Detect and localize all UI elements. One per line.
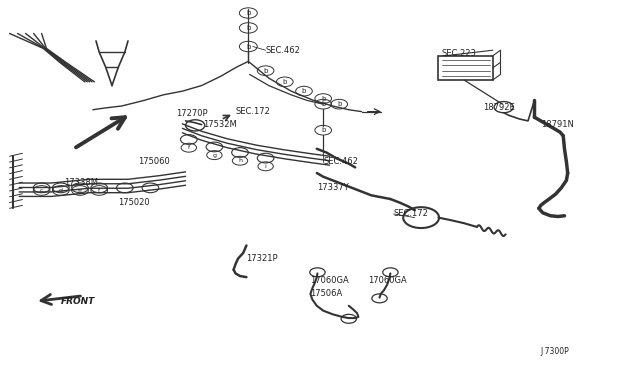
Text: SEC.462: SEC.462 [266, 46, 300, 55]
Text: 17338M: 17338M [64, 178, 98, 187]
Text: f: f [98, 188, 100, 193]
Text: 175020: 175020 [118, 198, 150, 207]
Text: e: e [78, 188, 82, 193]
Text: 17321P: 17321P [246, 254, 278, 263]
Text: 18791N: 18791N [541, 120, 573, 129]
Text: b: b [321, 101, 325, 107]
Text: 17506A: 17506A [310, 289, 342, 298]
Text: b: b [337, 101, 341, 107]
Text: SEC.172: SEC.172 [394, 209, 428, 218]
Text: b: b [321, 96, 325, 102]
Text: c: c [40, 188, 44, 193]
Text: 17337Y: 17337Y [317, 183, 349, 192]
Text: 17532M: 17532M [204, 120, 237, 129]
Text: SEC.223: SEC.223 [442, 49, 476, 58]
Text: b: b [246, 44, 250, 49]
Text: FRONT: FRONT [61, 297, 95, 306]
Text: SEC.462: SEC.462 [323, 157, 358, 166]
Text: g: g [212, 153, 216, 158]
Text: SEC.172: SEC.172 [236, 107, 270, 116]
Text: b: b [264, 68, 268, 74]
Text: 17060GA: 17060GA [368, 276, 407, 285]
Text: d: d [59, 188, 63, 193]
Text: 18792E: 18792E [483, 103, 515, 112]
Text: f: f [188, 145, 190, 150]
Text: b: b [321, 127, 325, 133]
Bar [438, 56, 493, 80]
Text: b: b [246, 10, 250, 16]
Text: h: h [238, 158, 242, 163]
Text: 175060: 175060 [138, 157, 170, 166]
Text: 17060GA: 17060GA [310, 276, 349, 285]
Text: i: i [265, 164, 266, 169]
Text: b: b [246, 25, 250, 31]
Text: b: b [283, 79, 287, 85]
Text: b: b [302, 88, 306, 94]
Text: J 7300P: J 7300P [541, 347, 570, 356]
Text: 17270P: 17270P [176, 109, 207, 118]
